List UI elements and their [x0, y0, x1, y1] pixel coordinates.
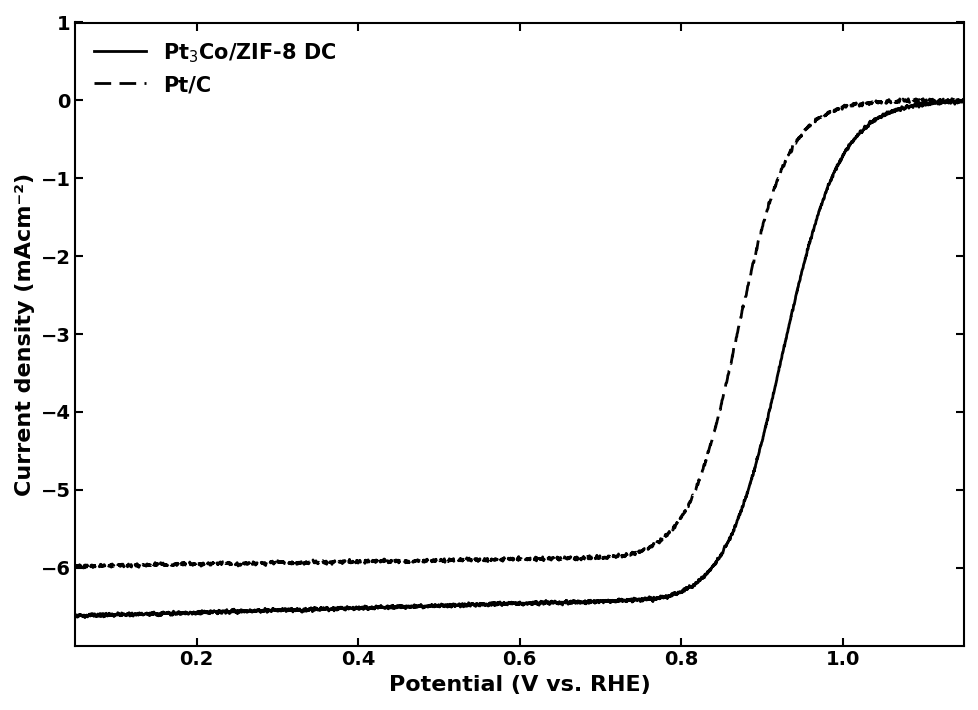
Pt/C — [224, 560, 236, 569]
Pt/C — [171, 559, 183, 567]
Pt/C — [940, 97, 952, 105]
Line: Pt/C: Pt/C — [75, 98, 963, 569]
Y-axis label: Current density (mAcm⁻²): Current density (mAcm⁻²) — [15, 173, 35, 496]
Line: Pt$_3$Co/ZIF-8 DC: Pt$_3$Co/ZIF-8 DC — [75, 100, 963, 618]
Pt/C — [410, 557, 422, 565]
Pt$_3$Co/ZIF-8 DC — [224, 609, 236, 618]
Pt/C — [69, 562, 81, 570]
Pt$_3$Co/ZIF-8 DC — [844, 138, 856, 147]
Pt/C — [950, 94, 961, 102]
Pt$_3$Co/ZIF-8 DC — [69, 612, 81, 621]
Legend: Pt$_3$Co/ZIF-8 DC, Pt/C: Pt$_3$Co/ZIF-8 DC, Pt/C — [86, 33, 344, 104]
Pt/C — [76, 564, 88, 573]
Pt/C — [844, 102, 856, 110]
X-axis label: Potential (V vs. RHE): Potential (V vs. RHE) — [388, 675, 650, 695]
Pt$_3$Co/ZIF-8 DC — [79, 613, 91, 622]
Pt$_3$Co/ZIF-8 DC — [956, 96, 968, 104]
Pt$_3$Co/ZIF-8 DC — [940, 98, 952, 106]
Pt/C — [957, 97, 969, 106]
Pt$_3$Co/ZIF-8 DC — [449, 602, 461, 611]
Pt/C — [449, 556, 461, 564]
Pt$_3$Co/ZIF-8 DC — [410, 601, 422, 610]
Pt$_3$Co/ZIF-8 DC — [957, 97, 969, 106]
Pt$_3$Co/ZIF-8 DC — [171, 610, 183, 618]
